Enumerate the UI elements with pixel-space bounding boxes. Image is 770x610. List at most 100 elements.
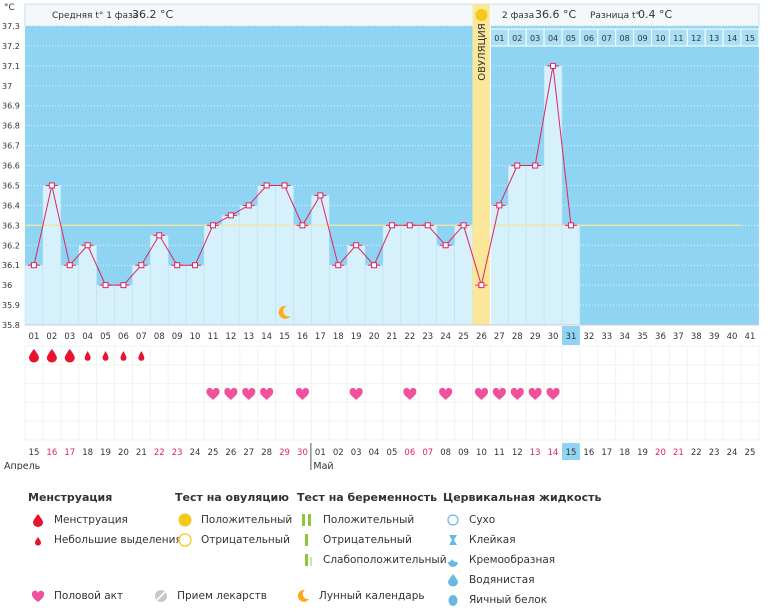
cycle-day-label: 40 <box>727 332 738 342</box>
date-label: 11 <box>494 448 505 458</box>
legend-pregnancy-test-title: Тест на беременность <box>297 491 438 504</box>
date-label: 26 <box>225 448 236 458</box>
cycle-day-label: 04 <box>82 332 93 342</box>
y-tick-label: 37.3 <box>2 22 20 31</box>
temperature-bar <box>400 225 420 326</box>
month-label: Апрель <box>4 461 41 470</box>
temperature-point <box>496 202 503 209</box>
date-label: 19 <box>100 448 111 458</box>
temperature-point <box>156 232 163 239</box>
temperature-point <box>227 212 234 219</box>
heart-icon <box>528 387 542 400</box>
cycle-day-label: 05 <box>100 332 111 342</box>
legend-bottom: Половой акт Прием лекарств Лунный календ… <box>28 586 425 606</box>
temperature-bar <box>132 264 151 326</box>
legend-cervical-title: Цервикальная жидкость <box>443 491 602 504</box>
date-label: 22 <box>691 448 702 458</box>
legend-ovulation-positive: Положительный <box>201 514 293 526</box>
y-tick-label: 36.8 <box>2 122 20 131</box>
phase2-day-label: 12 <box>691 34 701 43</box>
cycle-day-label: 38 <box>691 332 702 342</box>
pill-icon <box>151 589 171 603</box>
temperature-bar <box>221 215 241 326</box>
temperature-bar <box>364 264 384 326</box>
temperature-bar <box>293 225 312 326</box>
phase2-day-label: 07 <box>602 34 612 43</box>
date-label: 22 <box>154 448 165 458</box>
positive-ovulation-icon <box>175 512 195 528</box>
date-label: 05 <box>387 448 398 458</box>
cycle-day-label: 22 <box>404 332 415 342</box>
temperature-bar <box>96 284 115 326</box>
date-label: 15 <box>29 448 40 458</box>
date-label: 18 <box>82 448 93 458</box>
phase2-day-label: 06 <box>584 34 594 43</box>
phase2-day-label: 01 <box>494 34 504 43</box>
temperature-point <box>388 222 395 229</box>
negative-ovulation-icon <box>175 532 195 548</box>
phase2-day-label: 11 <box>673 34 683 43</box>
cycle-day-label: 19 <box>351 332 362 342</box>
heart-icon <box>474 387 489 400</box>
date-label: 20 <box>655 448 666 458</box>
cycle-day-label: 28 <box>512 332 523 342</box>
ovulation-sun-icon <box>475 9 488 21</box>
negative-test-icon <box>297 533 317 547</box>
legend-spotting-item: Небольшие выделения <box>54 534 182 546</box>
cycle-day-label: 41 <box>745 332 756 342</box>
heart-icon <box>295 387 310 400</box>
date-label: 24 <box>190 448 201 458</box>
y-tick-label: 36.5 <box>2 181 20 190</box>
temperature-point <box>281 182 288 189</box>
temperature-bar <box>508 165 527 326</box>
heart-icon <box>242 387 256 400</box>
cycle-day-label: 07 <box>136 332 147 342</box>
date-label: 23 <box>709 448 720 458</box>
phase2-day-label: 09 <box>637 34 647 43</box>
ovulation-label: ОВУЛЯЦИЯ <box>477 23 488 81</box>
temperature-bar <box>239 205 258 326</box>
date-label: 16 <box>583 448 594 458</box>
y-unit-label: °C <box>4 3 15 13</box>
legend-lunar: Лунный календарь <box>318 590 425 602</box>
y-tick-label: 36.7 <box>2 142 20 151</box>
cycle-day-label: 33 <box>601 332 612 342</box>
temperature-point <box>192 262 199 269</box>
temperature-point <box>174 262 181 269</box>
y-tick-label: 35.9 <box>2 301 20 310</box>
heart-icon <box>439 387 453 400</box>
temperature-bar <box>525 165 545 326</box>
y-tick-label: 37.2 <box>2 42 20 51</box>
heart-icon <box>206 387 220 400</box>
temperature-point <box>371 262 378 269</box>
legend-pregnancy-negative: Отрицательный <box>323 534 412 546</box>
date-label: 09 <box>458 448 469 458</box>
temperature-point <box>48 182 55 189</box>
phase2-day-label: 08 <box>620 34 630 43</box>
ovulation-column <box>472 4 491 325</box>
temperature-point <box>30 262 37 269</box>
phase2-day-label: 15 <box>745 34 755 43</box>
temperature-point <box>335 262 342 269</box>
legend-menstruation-title: Менструация <box>28 491 113 504</box>
legend-cervical-sticky: Клейкая <box>469 534 516 546</box>
date-label: 18 <box>619 448 630 458</box>
date-label: 25 <box>208 448 219 458</box>
date-label: 29 <box>279 448 290 458</box>
cycle-day-label: 01 <box>29 332 40 342</box>
date-label: 27 <box>243 448 254 458</box>
blood-drop-icon <box>28 513 48 527</box>
temperature-point <box>317 192 324 199</box>
date-label: 12 <box>512 448 523 458</box>
cycle-day-label: 32 <box>583 332 594 342</box>
egg-white-icon <box>443 593 463 607</box>
heart-icon <box>403 387 417 400</box>
watery-icon <box>443 573 463 587</box>
date-label: 28 <box>261 448 272 458</box>
temperature-point <box>120 282 127 289</box>
phase1-label: Средняя t° 1 фаза <box>52 11 138 21</box>
cycle-day-label: 06 <box>118 332 129 342</box>
heart-icon <box>510 387 524 400</box>
positive-test-icon <box>297 513 317 527</box>
